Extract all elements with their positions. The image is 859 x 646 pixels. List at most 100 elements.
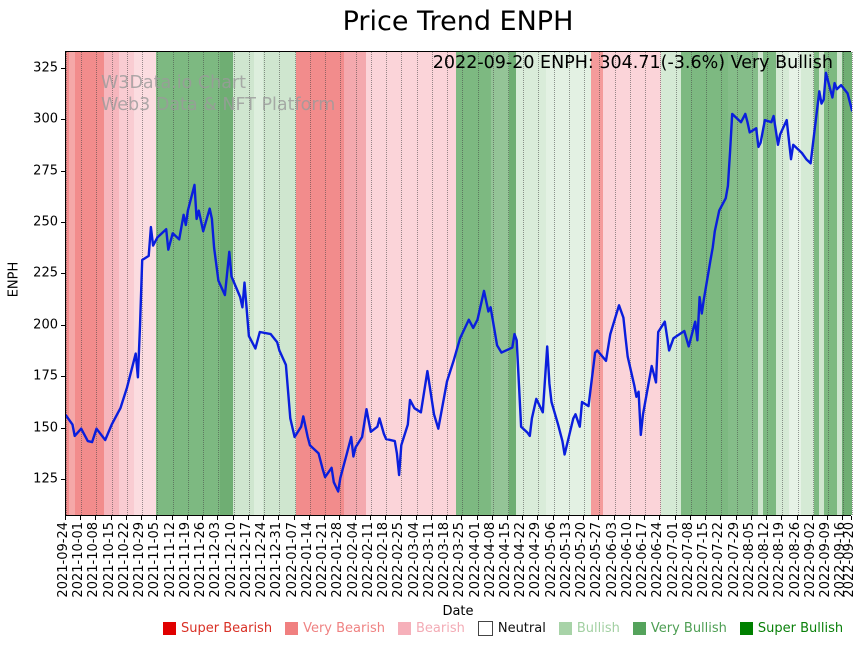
week-gridline — [279, 52, 281, 515]
week-gridline — [66, 52, 67, 515]
x-tick-mark — [141, 516, 143, 520]
week-gridline — [797, 52, 799, 515]
legend-item-super-bearish: Super Bearish — [163, 621, 272, 636]
week-gridline — [111, 52, 113, 515]
x-tick-label: 2022-01-28 — [330, 522, 346, 598]
sentiment-band — [296, 52, 345, 515]
x-tick-label: 2022-04-08 — [482, 522, 498, 598]
x-tick-mark — [95, 516, 97, 520]
week-gridline — [96, 52, 98, 515]
week-gridline — [690, 52, 692, 515]
x-tick-label: 2022-06-03 — [604, 522, 620, 598]
x-tick-mark — [247, 516, 249, 520]
x-tick-label: 2022-09-20 — [842, 522, 857, 598]
x-tick-mark — [415, 516, 417, 520]
week-gridline — [172, 52, 174, 515]
x-tick-mark — [598, 516, 600, 520]
x-tick-label: 2021-10-29 — [132, 522, 148, 598]
x-tick-mark — [308, 516, 310, 520]
sentiment-band — [823, 52, 838, 515]
week-gridline — [675, 52, 677, 515]
x-tick-mark — [689, 516, 691, 520]
legend-item-very-bearish: Very Bearish — [285, 621, 385, 636]
legend-swatch — [632, 622, 646, 635]
x-tick-mark — [354, 516, 356, 520]
x-tick-mark — [232, 516, 234, 520]
week-gridline — [492, 52, 494, 515]
sentiment-band — [69, 52, 75, 515]
y-tick-mark — [61, 221, 65, 223]
watermark-line1: W3Data.io Chart — [101, 73, 247, 93]
x-tick-mark — [674, 516, 676, 520]
x-tick-mark — [842, 516, 844, 520]
x-tick-mark — [293, 516, 295, 520]
week-gridline — [187, 52, 189, 515]
sentiment-band — [837, 52, 842, 515]
legend: Super Bearish Very Bearish Bearish Neutral B… — [163, 621, 859, 636]
week-gridline — [386, 52, 388, 515]
x-tick-label: 2022-09-02 — [802, 522, 818, 598]
week-gridline — [629, 52, 631, 515]
x-tick-label: 2022-09-09 — [818, 522, 834, 598]
chart-title: Price Trend ENPH — [342, 6, 574, 37]
y-tick-mark — [61, 119, 65, 121]
week-gridline — [852, 52, 853, 515]
x-tick-mark — [735, 516, 737, 520]
x-tick-mark — [781, 516, 783, 520]
sentiment-band — [516, 52, 547, 515]
x-tick-mark — [202, 516, 204, 520]
x-tick-mark — [766, 516, 768, 520]
watermark: W3Data.io Chart Web3 Data & NFT Platform — [101, 72, 335, 116]
x-tick-label: 2022-07-15 — [696, 522, 712, 598]
x-tick-mark — [400, 516, 402, 520]
x-tick-label: 2022-08-19 — [772, 522, 788, 598]
legend-item-bullish: Bullish — [558, 621, 620, 636]
price-line — [66, 71, 852, 493]
x-tick-mark — [385, 516, 387, 520]
week-gridline — [462, 52, 464, 515]
week-gridline — [599, 52, 601, 515]
week-gridline — [736, 52, 738, 515]
x-tick-label: 2022-04-01 — [467, 522, 483, 598]
sentiment-band — [814, 52, 819, 515]
legend-swatch — [477, 621, 493, 636]
sentiment-bands-layer — [66, 52, 852, 515]
y-tick-label: 200 — [33, 317, 58, 333]
week-gridline — [142, 52, 144, 515]
y-tick-mark — [61, 479, 65, 481]
latest-price-annotation: 2022-09-20 ENPH: 304.71(-3.6%) Very Bull… — [432, 53, 833, 73]
legend-label: Bullish — [576, 621, 620, 636]
x-tick-mark — [491, 516, 493, 520]
legend-swatch — [163, 622, 176, 635]
week-gridline — [157, 52, 159, 515]
week-gridline — [309, 52, 311, 515]
week-gridline — [767, 52, 769, 515]
x-tick-label: 2021-09-24 — [56, 522, 71, 598]
y-tick-mark — [61, 324, 65, 326]
x-tick-mark — [278, 516, 280, 520]
x-tick-label: 2022-05-27 — [589, 522, 605, 598]
x-tick-mark — [110, 516, 112, 520]
week-gridline — [721, 52, 723, 515]
x-tick-mark — [567, 516, 569, 520]
legend-item-super-bullish: Super Bullish — [739, 621, 843, 636]
week-gridline — [340, 52, 342, 515]
legend-swatch — [739, 622, 753, 635]
x-axis-label: Date — [442, 604, 474, 619]
x-tick-label: 2022-08-05 — [741, 522, 757, 598]
y-tick-label: 225 — [33, 265, 58, 281]
sentiment-band — [763, 52, 776, 515]
week-gridline — [416, 52, 418, 515]
x-tick-label: 2022-03-18 — [437, 522, 453, 598]
y-tick-label: 150 — [33, 420, 58, 436]
x-tick-label: 2022-03-25 — [452, 522, 468, 598]
x-tick-label: 2022-03-04 — [406, 522, 422, 598]
x-tick-label: 2022-07-29 — [726, 522, 742, 598]
x-tick-mark — [506, 516, 508, 520]
week-gridline — [523, 52, 525, 515]
x-tick-label: 2021-11-19 — [177, 522, 193, 598]
x-tick-label: 2022-04-15 — [497, 522, 513, 598]
x-tick-label: 2022-07-01 — [665, 522, 681, 598]
week-gridline — [782, 52, 784, 515]
